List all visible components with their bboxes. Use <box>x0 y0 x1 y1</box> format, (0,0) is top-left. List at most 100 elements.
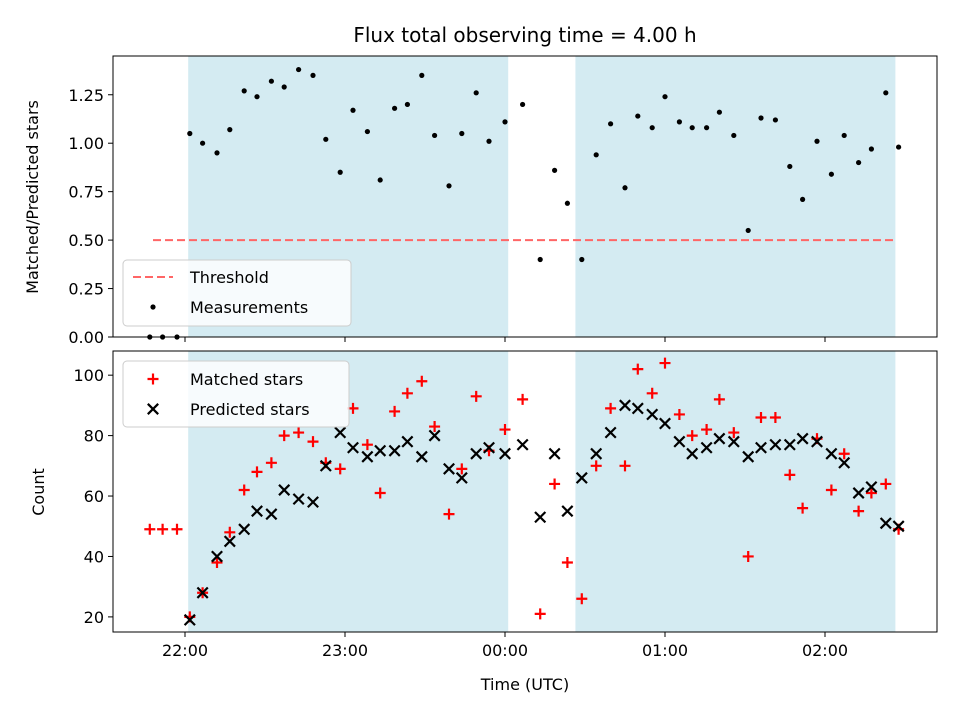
matched-star-point <box>632 363 644 375</box>
matched-star-point <box>265 457 277 469</box>
top-plot-frame <box>112 55 938 338</box>
predicted-star-point <box>742 450 755 463</box>
predicted-star-point <box>265 508 278 521</box>
matched-star-point <box>605 402 617 414</box>
bottom-y-tick-label: 80 <box>84 427 104 446</box>
x-tick-label: 00:00 <box>482 641 528 660</box>
bottom-y-tick-label: 100 <box>73 366 104 385</box>
measurement-point <box>392 105 398 111</box>
predicted-star-point <box>796 432 809 445</box>
top-y-axis-label: Matched/Predicted stars <box>23 100 42 294</box>
measurement-point <box>486 138 492 144</box>
measurement-point <box>856 159 862 166</box>
matched-star-point <box>416 375 428 387</box>
measurement-point <box>676 119 683 125</box>
predicted-star-point <box>278 484 291 496</box>
top-y-tick-label: 1.00 <box>68 134 104 153</box>
measurement-point <box>459 130 465 137</box>
measurement-point <box>772 117 779 123</box>
x-axis-label: Time (UTC) <box>480 675 569 694</box>
measurement-point <box>635 113 641 119</box>
top-y-tick-label: 0.50 <box>68 231 104 250</box>
matched-star-point <box>401 387 413 399</box>
measurement-point <box>787 163 793 170</box>
matched-star-point <box>429 421 441 433</box>
matched-star-point <box>713 393 725 405</box>
predicted-star-point <box>470 447 483 460</box>
measurement-point <box>350 107 356 113</box>
predicted-star-point <box>455 471 468 484</box>
legend-predicted-label: Predicted stars <box>190 400 310 419</box>
matched-star-point <box>534 608 546 620</box>
matched-star-point <box>825 484 837 496</box>
measurement-point <box>254 94 260 100</box>
matched-star-point <box>549 478 561 490</box>
measurement-point <box>758 115 764 121</box>
predicted-star-point <box>516 438 529 451</box>
matched-star-point <box>659 357 671 369</box>
measurement-point <box>241 88 247 94</box>
predicted-star-point <box>713 432 726 445</box>
matched-star-point <box>374 487 386 499</box>
measurement-point <box>896 144 902 150</box>
measurement-point <box>593 152 599 158</box>
bottom-shaded-span <box>575 351 896 632</box>
matched-star-point <box>838 448 850 460</box>
matched-star-point <box>238 484 250 496</box>
matched-star-point <box>742 550 754 562</box>
predicted-star-point <box>769 438 782 451</box>
predicted-star-point <box>619 399 631 412</box>
measurement-point <box>446 183 452 189</box>
predicted-star-point <box>865 480 878 493</box>
measurement-point <box>841 132 847 139</box>
predicted-star-point <box>428 429 441 442</box>
predicted-star-point <box>347 441 359 454</box>
predicted-star-point <box>811 435 823 448</box>
matched-star-point <box>211 557 223 569</box>
predicted-star-point <box>686 447 699 460</box>
measurement-point <box>552 167 558 173</box>
predicted-star-point <box>852 487 865 499</box>
matched-star-point <box>278 430 290 442</box>
measurement-point <box>800 196 806 203</box>
matched-star-point <box>334 463 346 475</box>
predicted-star-point <box>727 435 740 448</box>
x-tick-label: 01:00 <box>642 641 688 660</box>
matched-star-point <box>755 411 767 423</box>
measurement-point <box>502 119 508 125</box>
measurement-point <box>200 140 206 146</box>
predicted-star-point <box>879 517 892 530</box>
predicted-star-point <box>319 459 332 472</box>
matched-star-point <box>361 439 373 451</box>
measurement-point <box>689 125 695 131</box>
predicted-star-point <box>238 523 251 536</box>
bottom-legend-box <box>122 360 350 428</box>
bottom-legend: Matched stars Predicted stars <box>122 360 350 428</box>
predicted-star-point <box>443 462 455 475</box>
matched-star-point <box>171 523 183 535</box>
legend-matched-swatch <box>147 373 159 385</box>
top-y-tick-label: 1.25 <box>68 86 104 105</box>
predicted-star-point <box>548 447 561 460</box>
matched-star-point <box>646 387 658 399</box>
matched-star-point <box>701 424 713 436</box>
predicted-star-point <box>211 550 223 563</box>
measurement-point <box>377 177 383 183</box>
matched-star-point <box>728 427 740 439</box>
matched-star-point <box>499 424 511 436</box>
predicted-star-point <box>223 535 236 548</box>
matched-star-point <box>224 526 236 538</box>
measurement-point <box>520 101 526 108</box>
measurement-point <box>419 72 425 78</box>
legend-measurement-swatch <box>150 304 156 310</box>
measurement-point <box>622 185 628 191</box>
matched-star-point <box>456 463 468 475</box>
predicted-star-point <box>388 444 401 457</box>
measurement-point <box>662 94 668 100</box>
matched-star-point <box>470 390 482 402</box>
matched-star-point <box>853 505 865 517</box>
measurement-point <box>745 227 751 234</box>
matched-star-point <box>590 460 602 472</box>
measurement-point <box>214 150 220 156</box>
